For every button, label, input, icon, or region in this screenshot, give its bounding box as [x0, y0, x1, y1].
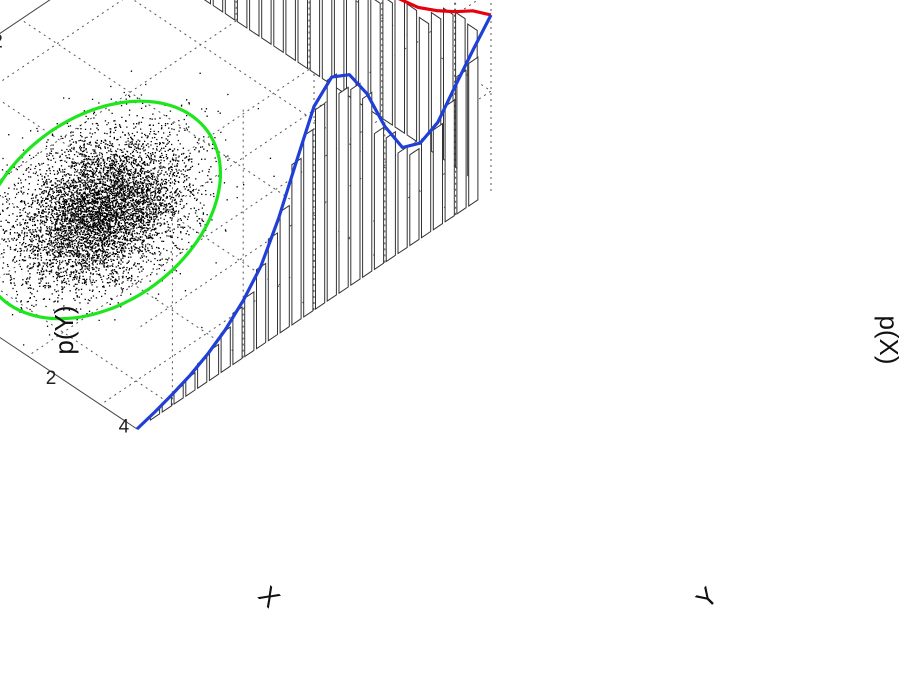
marginal-curves	[0, 0, 493, 431]
y-tick-label: 2	[46, 368, 57, 389]
histogram-bar	[406, 3, 418, 143]
histogram-bar	[456, 69, 467, 215]
histogram-bar	[338, 86, 349, 295]
histogram-bar	[385, 130, 396, 263]
left-wall-label: p(Y)	[49, 305, 79, 354]
histogram-bar	[203, 0, 211, 5]
histogram-bar	[309, 0, 321, 78]
pX-curve	[135, 14, 493, 431]
histogram-bar	[326, 73, 337, 303]
histogram-bar	[397, 145, 408, 255]
histogram-bar	[297, 0, 308, 70]
x-axis-label: X	[253, 580, 286, 613]
histogram-bars	[149, 0, 479, 421]
grid-line	[0, 194, 244, 359]
grid-line	[100, 166, 455, 406]
histogram-bar	[350, 82, 361, 287]
histogram-bar	[373, 126, 385, 271]
grid-line	[0, 0, 124, 83]
scatter-points	[0, 70, 275, 346]
histogram-bar	[291, 157, 302, 326]
histogram-bar	[432, 122, 443, 231]
histogram-bar	[468, 56, 479, 207]
right-wall-label: p(X)	[874, 315, 904, 364]
histogram-bar	[421, 132, 432, 239]
histogram-bar	[409, 147, 420, 247]
histogram-bar	[212, 0, 224, 13]
histogram-bar	[333, 0, 345, 94]
scatter-points-path	[0, 70, 275, 346]
histogram-bar	[279, 204, 290, 334]
histogram-bar	[382, 0, 393, 127]
grid-line	[0, 99, 315, 311]
y-axis-edge	[0, 336, 138, 430]
histogram-bar	[267, 232, 278, 342]
y-tick-label: 4	[119, 417, 130, 438]
histogram-bar	[236, 0, 248, 29]
histogram-bar	[249, 0, 260, 38]
histogram-bar	[315, 102, 326, 310]
y-axis-label: Y	[690, 581, 723, 614]
histogram-bar	[362, 91, 373, 279]
histogram-bar	[444, 99, 455, 223]
histogram-bar	[273, 0, 284, 54]
confidence-ellipse	[0, 99, 223, 321]
histogram-bar	[346, 0, 357, 102]
tick-labels: -4-2024-4-202400.20.4	[0, 0, 130, 438]
histogram-bar	[285, 0, 296, 62]
x-tick-label: -2	[0, 31, 3, 52]
x-tick-label: -4	[57, 0, 74, 5]
histogram-bar	[321, 0, 333, 86]
histogram-bar	[256, 262, 267, 350]
pY-curve	[397, 0, 492, 17]
histogram-bar	[244, 290, 255, 358]
histogram-bar	[418, 16, 430, 151]
histogram-bar	[232, 306, 243, 366]
histogram-bar	[224, 0, 236, 21]
histogram-bar	[261, 0, 272, 46]
grid-line	[0, 69, 310, 278]
histogram-bar	[303, 128, 314, 318]
histogram-bar	[394, 0, 405, 135]
grid-line	[0, 289, 173, 406]
